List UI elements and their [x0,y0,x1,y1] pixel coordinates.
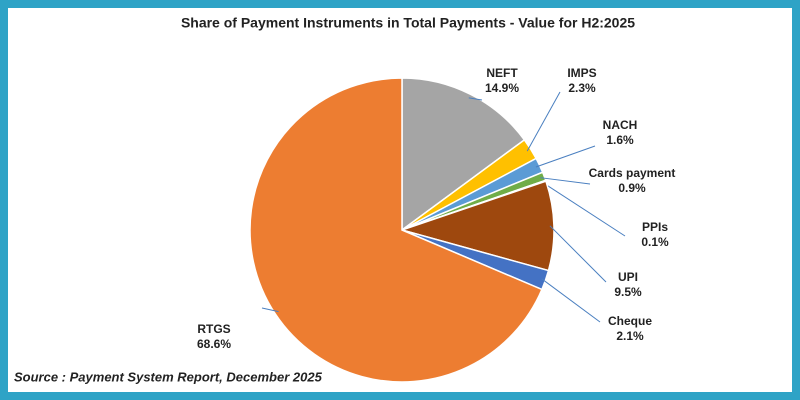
pie-slice [249,77,543,383]
leader-line [541,278,601,323]
slice-value-label: 0.9% [618,181,646,195]
slice-label: NACH [603,118,638,132]
slice-label: PPIs [642,220,668,234]
slice-value-label: 9.5% [614,285,642,299]
leader-line [261,307,279,313]
slice-label: IMPS [567,66,596,80]
leader-line [526,91,561,152]
leader-line [535,145,596,168]
slice-label: NEFT [486,66,518,80]
slice-label: RTGS [197,322,230,336]
slice-value-label: 2.1% [616,329,644,343]
leader-line [549,225,607,283]
slice-value-label: 68.6% [197,337,231,351]
leader-line [468,97,483,101]
slice-value-label: 2.3% [568,81,596,95]
source-note: Source : Payment System Report, December… [14,369,323,384]
slice-label: Cards payment [589,166,676,180]
pie-slice [399,180,555,272]
slice-value-label: 14.9% [485,81,519,95]
chart-title: Share of Payment Instruments in Total Pa… [181,15,635,31]
slice-label: UPI [618,270,638,284]
slice-value-label: 1.6% [606,133,634,147]
leader-line [540,177,591,185]
leader-line [541,181,626,237]
slice-label: Cheque [608,314,652,328]
pie-slice [401,77,526,232]
slice-value-label: 0.1% [641,235,669,249]
